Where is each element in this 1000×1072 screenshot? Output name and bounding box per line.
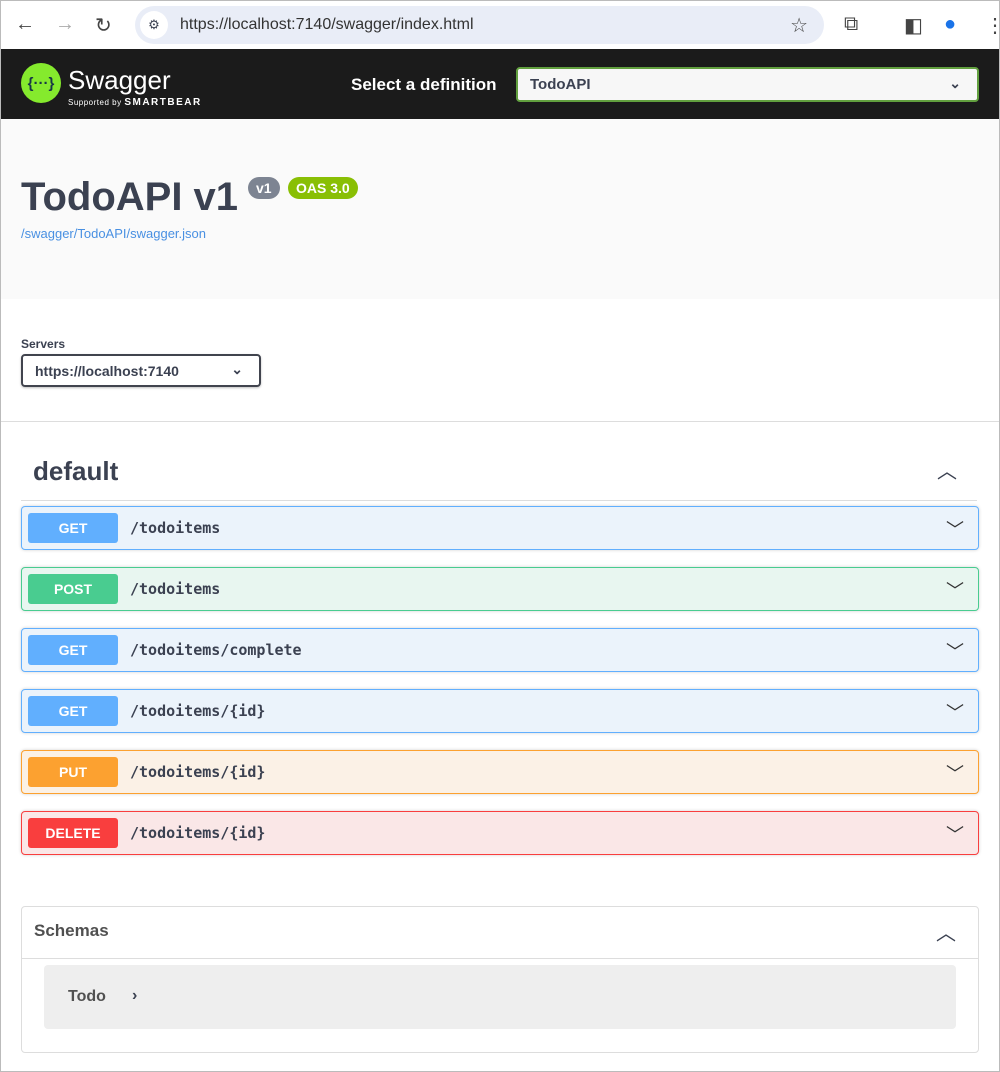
reload-icon[interactable]: ↻ (95, 15, 112, 37)
operation-path: /todoitems/{id} (130, 702, 266, 720)
servers-section: Servers https://localhost:7140 ⌄ (1, 299, 999, 422)
tag-name: default (33, 456, 119, 486)
menu-icon[interactable]: ⋮ (985, 15, 1000, 37)
chevron-down-icon[interactable]: ﹀ (946, 520, 964, 540)
operation-delete[interactable]: DELETE/todoitems/{id} ﹀ (21, 811, 979, 855)
method-badge: POST (28, 574, 118, 604)
chevron-down-icon: ⌄ (949, 75, 961, 91)
operation-get[interactable]: GET/todoitems/complete ﹀ (21, 628, 979, 672)
chevron-down-icon[interactable]: ﹀ (946, 642, 964, 662)
chevron-down-icon[interactable]: ﹀ (946, 825, 964, 845)
forward-icon[interactable]: → (55, 13, 75, 35)
swagger-logo-icon[interactable]: {···} (21, 63, 61, 103)
servers-label: Servers (21, 337, 66, 351)
side-panel-icon[interactable]: ◧ (904, 15, 923, 37)
url-text[interactable]: https://localhost:7140/swagger/index.htm… (180, 16, 474, 33)
chevron-up-icon[interactable]: ︿ (937, 461, 957, 483)
supported-by: Supported by SMARTBEAR (68, 97, 202, 108)
profile-avatar-icon[interactable]: ● (944, 13, 957, 35)
operation-path: /todoitems/{id} (130, 763, 266, 781)
operation-path: /todoitems (130, 580, 221, 598)
model-name: Todo (68, 988, 106, 1005)
method-badge: GET (28, 513, 118, 543)
operation-put[interactable]: PUT/todoitems/{id} ﹀ (21, 750, 979, 794)
operation-get[interactable]: GET/todoitems ﹀ (21, 506, 979, 550)
chevron-down-icon: ⌄ (231, 361, 243, 377)
back-icon[interactable]: ← (15, 13, 35, 35)
definition-label: Select a definition (351, 75, 497, 94)
schemas-title[interactable]: Schemas (34, 921, 109, 940)
chevron-up-icon[interactable]: ︿ (936, 923, 956, 945)
info-section: TodoAPI v1 v1 OAS 3.0 /swagger/TodoAPI/s… (1, 119, 999, 299)
divider (22, 958, 978, 959)
chevron-down-icon[interactable]: ﹀ (946, 581, 964, 601)
operation-get[interactable]: GET/todoitems/{id} ﹀ (21, 689, 979, 733)
spec-link[interactable]: /swagger/TodoAPI/swagger.json (21, 226, 206, 241)
oas-badge: OAS 3.0 (288, 177, 358, 199)
swagger-topbar: {···} Swagger Supported by SMARTBEAR Sel… (1, 49, 999, 119)
bookmark-star-icon[interactable]: ☆ (790, 14, 808, 37)
site-info-icon[interactable]: ⚙ (140, 11, 168, 39)
method-badge: DELETE (28, 818, 118, 848)
brand-name: Swagger (68, 65, 171, 95)
operation-post[interactable]: POST/todoitems ﹀ (21, 567, 979, 611)
method-badge: GET (28, 635, 118, 665)
address-bar[interactable]: ⚙ https://localhost:7140/swagger/index.h… (135, 6, 824, 44)
servers-select[interactable]: https://localhost:7140 ⌄ (21, 354, 261, 387)
definition-select[interactable]: TodoAPI ⌄ (516, 67, 979, 102)
chevron-right-icon: › (132, 987, 138, 1004)
chevron-down-icon[interactable]: ﹀ (946, 703, 964, 723)
operation-path: /todoitems/{id} (130, 824, 266, 842)
method-badge: PUT (28, 757, 118, 787)
operation-path: /todoitems (130, 519, 221, 537)
browser-toolbar: ← → ↻ ⚙ https://localhost:7140/swagger/i… (1, 1, 1000, 49)
schemas-section: Schemas ︿ Todo › (21, 906, 979, 1053)
page-title: TodoAPI v1 (21, 175, 239, 219)
tag-header-default[interactable]: default ︿ (21, 441, 977, 501)
method-badge: GET (28, 696, 118, 726)
operation-path: /todoitems/complete (130, 641, 302, 659)
chevron-down-icon[interactable]: ﹀ (946, 764, 964, 784)
model-todo[interactable]: Todo › (44, 965, 956, 1029)
extensions-icon[interactable]: ⧉ (844, 13, 859, 35)
version-badge: v1 (248, 177, 280, 199)
